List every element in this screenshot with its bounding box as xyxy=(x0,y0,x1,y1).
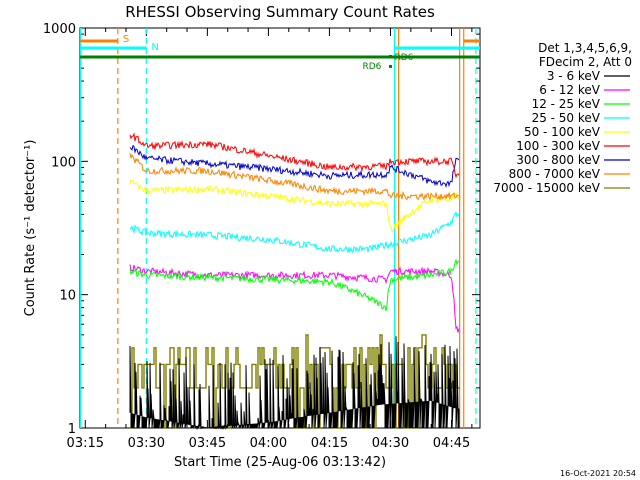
generation-timestamp: 16-Oct-2021 20:54 xyxy=(560,469,636,478)
series-line xyxy=(129,144,460,189)
series-line xyxy=(129,153,460,201)
legend-label: 6 - 12 keV xyxy=(539,83,601,97)
chart-title: RHESSI Observing Summary Count Rates xyxy=(125,3,435,21)
legend-label: 800 - 7000 keV xyxy=(509,167,601,181)
series-line xyxy=(129,336,460,430)
y-axis-label: Count Rate (s⁻¹ detector⁻¹) xyxy=(23,140,38,317)
legend: Det 1,3,4,5,6,9, FDecim 2, Att 0 3 - 6 k… xyxy=(493,41,632,195)
legend-title-line1: Det 1,3,4,5,6,9, xyxy=(538,41,632,55)
x-tick-label: 03:30 xyxy=(128,436,165,451)
legend-label: 7000 - 15000 keV xyxy=(493,181,600,195)
legend-label: 300 - 800 keV xyxy=(516,153,600,167)
x-tick-label: 04:15 xyxy=(311,436,348,451)
y-tick-label: 100 xyxy=(51,155,76,170)
y-tick-label: 10 xyxy=(59,289,76,304)
x-axis: 03:15 03:30 03:45 04:00 04:15 04:30 04:45 xyxy=(67,28,473,451)
series-line xyxy=(129,211,460,255)
y-tick-label: 1 xyxy=(68,422,76,437)
rd-flag-marker xyxy=(388,55,392,58)
legend-label: 3 - 6 keV xyxy=(547,69,601,83)
legend-label: 100 - 300 keV xyxy=(516,139,600,153)
series-line xyxy=(129,178,460,233)
night-flag-label: N xyxy=(151,42,158,53)
legend-title-line2: FDecim 2, Att 0 xyxy=(539,55,632,69)
series-line xyxy=(129,132,460,179)
series-line xyxy=(129,264,460,333)
series-line xyxy=(129,258,460,312)
x-tick-label: 03:45 xyxy=(189,436,226,451)
rd-flag-marker xyxy=(388,65,392,68)
legend-label: 12 - 25 keV xyxy=(532,97,601,111)
x-tick-label: 03:15 xyxy=(67,436,104,451)
x-tick-label: 04:00 xyxy=(250,436,287,451)
series-line xyxy=(130,334,460,429)
y-tick-label: 1000 xyxy=(43,22,76,37)
y-axis: 1 10 100 1000 xyxy=(43,22,480,437)
x-axis-label: Start Time (25-Aug-06 03:13:42) xyxy=(174,455,386,470)
x-tick-label: 04:45 xyxy=(433,436,470,451)
legend-label: 25 - 50 keV xyxy=(532,111,601,125)
x-tick-label: 04:30 xyxy=(372,436,409,451)
rd-flag-label-lower: RD6 xyxy=(362,62,381,72)
saa-flag-label: S xyxy=(123,34,129,45)
rd-flag-label-upper: RD6 xyxy=(394,53,413,63)
legend-label: 50 - 100 keV xyxy=(524,125,601,139)
series-layer xyxy=(129,132,460,430)
